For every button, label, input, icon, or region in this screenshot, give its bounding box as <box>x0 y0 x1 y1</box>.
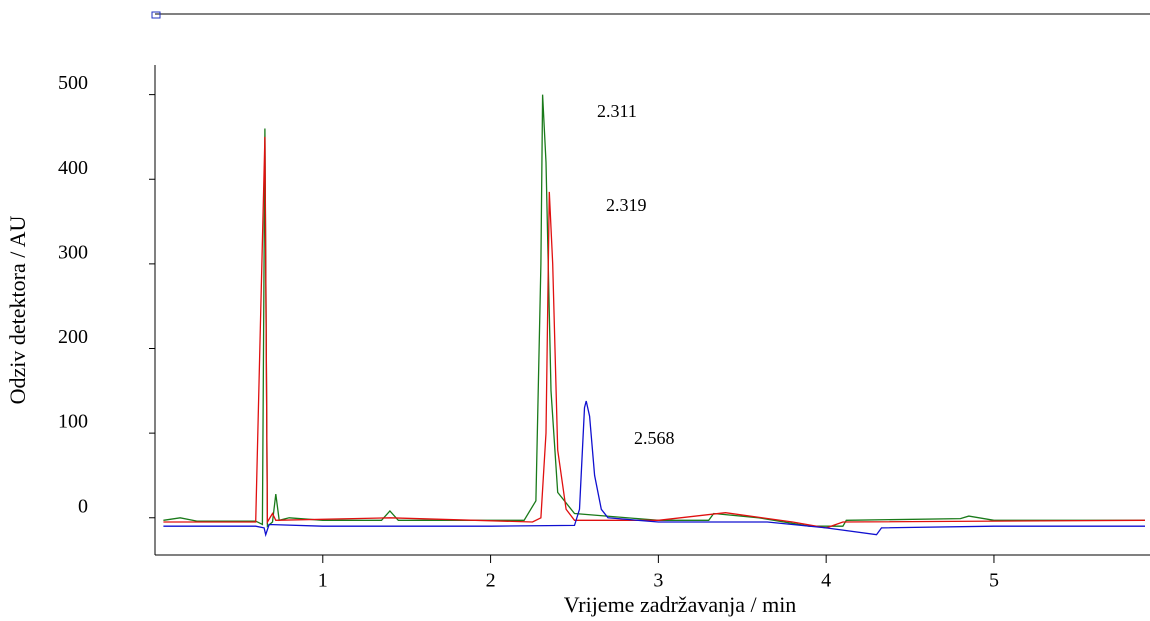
series-line <box>163 136 1146 529</box>
x-tick-label: 4 <box>821 570 831 592</box>
y-tick-label: 0 <box>78 495 88 517</box>
peak-annotation: 2.568 <box>634 428 675 448</box>
y-tick-label: 100 <box>58 411 88 433</box>
y-tick-label: 400 <box>58 157 88 179</box>
y-tick-label: 200 <box>58 326 88 348</box>
x-tick-label: 5 <box>989 570 999 592</box>
peak-annotation: 2.319 <box>606 195 647 215</box>
y-tick-label: 300 <box>58 241 88 263</box>
x-tick-label: 3 <box>653 570 663 592</box>
y-axis-label: Odziv detektora / AU <box>5 216 30 405</box>
legend-box <box>151 11 161 19</box>
series-line <box>163 94 1145 528</box>
series-line <box>163 400 1145 538</box>
y-tick-label: 500 <box>58 72 88 94</box>
x-tick-label: 1 <box>318 570 328 592</box>
peak-annotation: 2.311 <box>597 101 637 121</box>
x-axis-label: Vrijeme zadržavanja / min <box>564 592 797 617</box>
x-tick-label: 2 <box>486 570 496 592</box>
